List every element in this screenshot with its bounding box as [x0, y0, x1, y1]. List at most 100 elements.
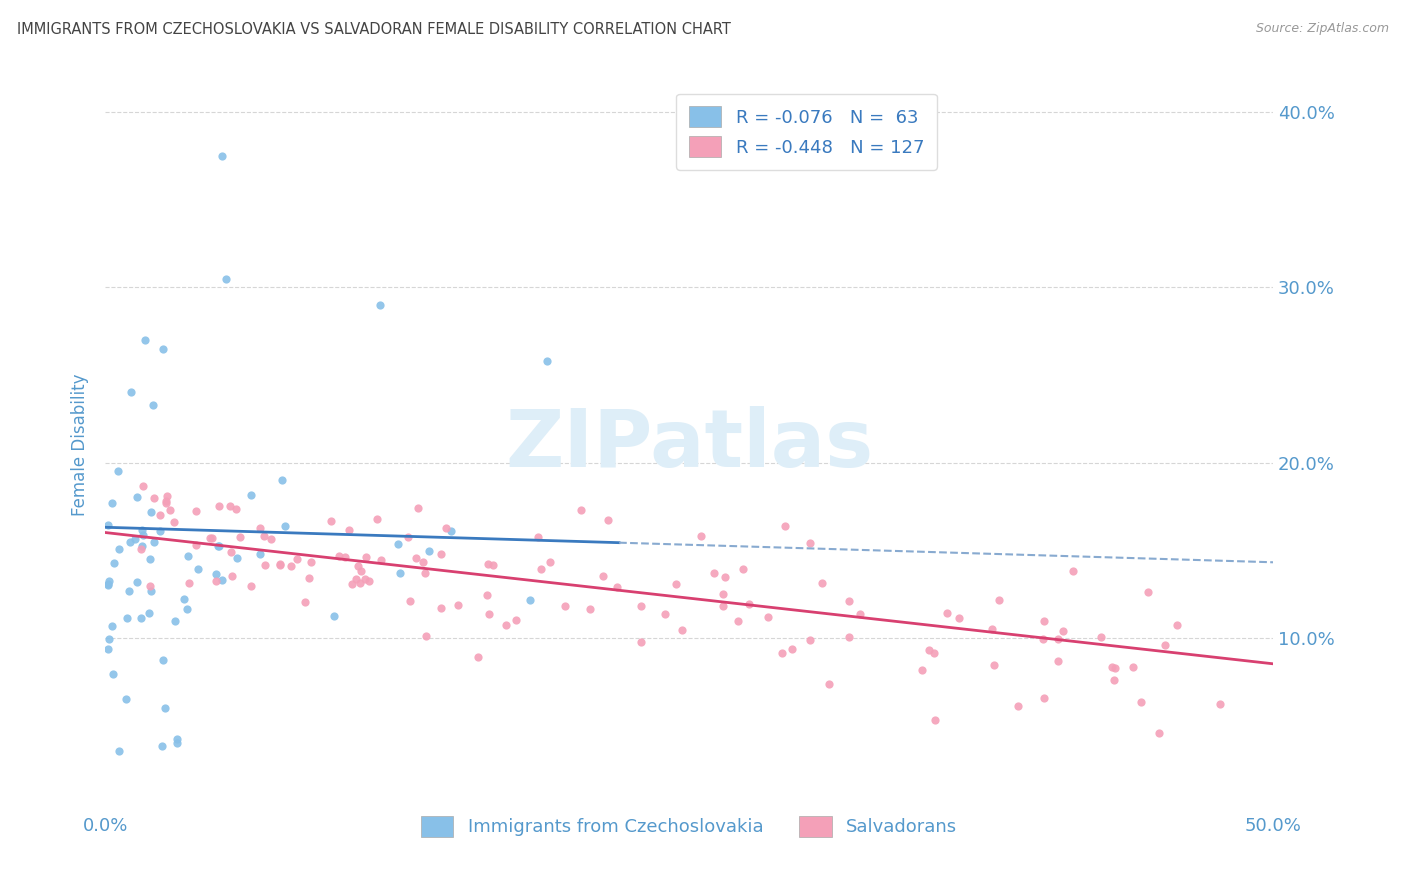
- Point: [221, 568, 243, 582]
- Point: [344, 572, 367, 586]
- Point: [936, 606, 959, 620]
- Point: [430, 600, 453, 615]
- Point: [711, 587, 734, 601]
- Text: Source: ZipAtlas.com: Source: ZipAtlas.com: [1256, 22, 1389, 36]
- Point: [731, 561, 754, 575]
- Point: [152, 653, 174, 667]
- Point: [208, 500, 231, 514]
- Point: [134, 333, 156, 347]
- Point: [578, 601, 600, 615]
- Point: [155, 494, 177, 508]
- Point: [107, 464, 129, 478]
- Point: [211, 573, 233, 587]
- Point: [1122, 660, 1144, 674]
- Point: [1130, 695, 1153, 709]
- Point: [983, 658, 1005, 673]
- Point: [177, 549, 200, 563]
- Point: [505, 613, 527, 627]
- Point: [799, 536, 821, 550]
- Point: [981, 622, 1004, 636]
- Point: [184, 538, 207, 552]
- Point: [142, 398, 165, 412]
- Point: [596, 513, 619, 527]
- Point: [665, 577, 688, 591]
- Point: [149, 524, 172, 538]
- Point: [101, 619, 124, 633]
- Point: [159, 503, 181, 517]
- Point: [187, 561, 209, 575]
- Point: [703, 566, 725, 581]
- Point: [690, 528, 713, 542]
- Point: [149, 508, 172, 522]
- Point: [249, 547, 271, 561]
- Point: [467, 650, 489, 665]
- Point: [96, 642, 118, 657]
- Point: [103, 556, 125, 570]
- Point: [988, 593, 1011, 607]
- Point: [340, 576, 363, 591]
- Point: [948, 611, 970, 625]
- Point: [177, 576, 200, 591]
- Point: [299, 555, 322, 569]
- Point: [1032, 632, 1054, 646]
- Point: [536, 354, 558, 368]
- Point: [780, 642, 803, 657]
- Point: [96, 577, 118, 591]
- Point: [120, 385, 142, 400]
- Point: [1033, 614, 1056, 628]
- Point: [530, 561, 553, 575]
- Point: [405, 551, 427, 566]
- Point: [139, 579, 162, 593]
- Point: [108, 744, 131, 758]
- Point: [131, 527, 153, 541]
- Point: [142, 535, 165, 549]
- Point: [412, 555, 434, 569]
- Point: [253, 558, 276, 572]
- Point: [838, 594, 860, 608]
- Point: [1047, 632, 1070, 646]
- Point: [606, 581, 628, 595]
- Point: [117, 610, 139, 624]
- Point: [219, 544, 242, 558]
- Point: [1104, 661, 1126, 675]
- Point: [184, 504, 207, 518]
- Point: [571, 503, 593, 517]
- Point: [156, 489, 179, 503]
- Point: [271, 473, 294, 487]
- Point: [173, 592, 195, 607]
- Point: [269, 557, 291, 571]
- Point: [671, 623, 693, 637]
- Point: [97, 632, 120, 646]
- Point: [208, 539, 231, 553]
- Point: [1136, 585, 1159, 599]
- Point: [103, 666, 125, 681]
- Point: [1166, 618, 1188, 632]
- Point: [495, 617, 517, 632]
- Point: [350, 564, 373, 578]
- Point: [259, 533, 281, 547]
- Point: [131, 523, 153, 537]
- Point: [139, 552, 162, 566]
- Point: [399, 594, 422, 608]
- Legend: Immigrants from Czechoslovakia, Salvadorans: Immigrants from Czechoslovakia, Salvador…: [413, 809, 965, 844]
- Point: [124, 532, 146, 546]
- Point: [799, 633, 821, 648]
- Point: [150, 739, 173, 753]
- Point: [96, 578, 118, 592]
- Point: [152, 342, 174, 356]
- Point: [810, 576, 832, 591]
- Point: [475, 588, 498, 602]
- Point: [333, 549, 356, 564]
- Point: [1101, 660, 1123, 674]
- Point: [366, 511, 388, 525]
- Point: [1209, 697, 1232, 711]
- Point: [356, 550, 378, 565]
- Point: [240, 488, 263, 502]
- Point: [228, 530, 250, 544]
- Point: [396, 530, 419, 544]
- Point: [924, 713, 946, 727]
- Point: [139, 505, 162, 519]
- Point: [207, 539, 229, 553]
- Point: [1007, 698, 1029, 713]
- Point: [1102, 673, 1125, 687]
